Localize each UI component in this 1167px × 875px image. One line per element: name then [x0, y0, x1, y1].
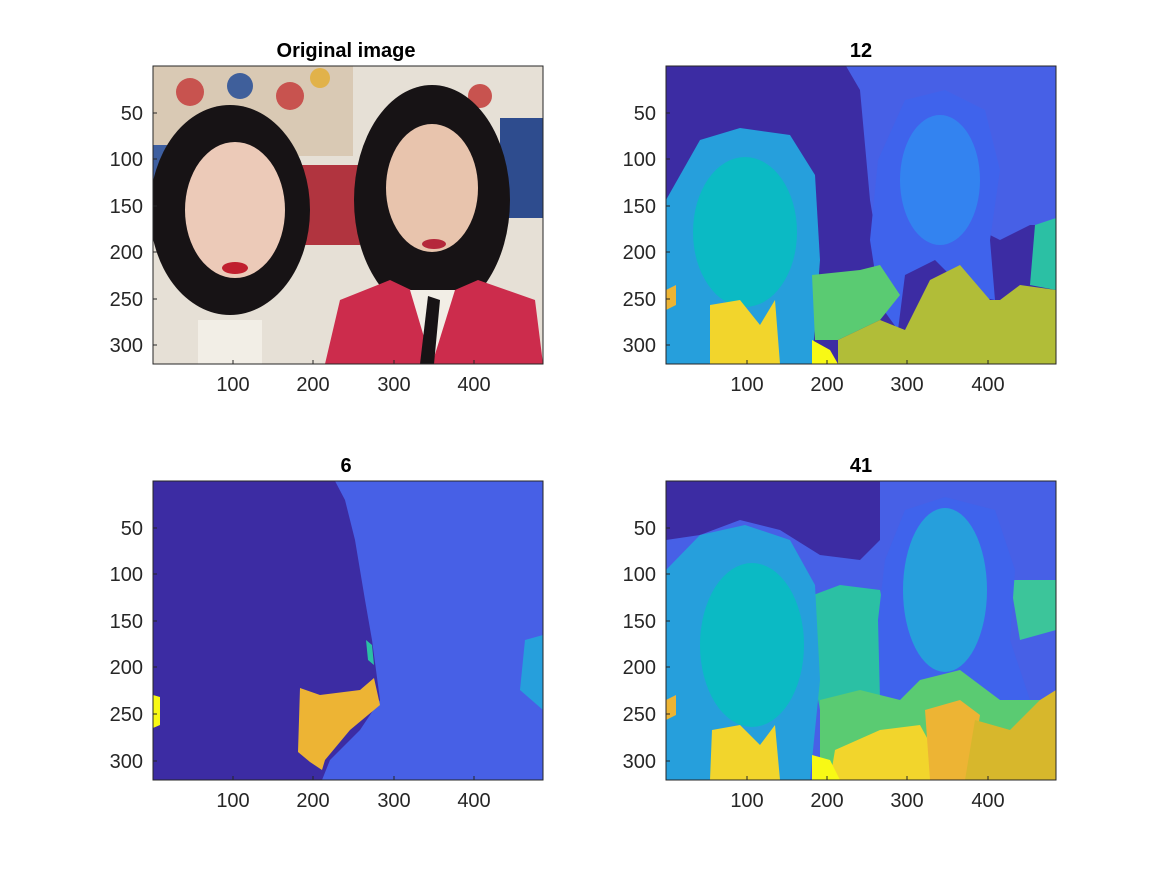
collar — [198, 320, 262, 364]
black-ribbon — [420, 296, 440, 364]
y-axis: 50 100 150 200 250 300 — [623, 518, 670, 773]
x-axis: 100 200 300 400 — [216, 360, 491, 396]
x-tick-label: 300 — [890, 790, 923, 812]
y-tick-label: 200 — [110, 657, 143, 679]
panel-title: 12 — [850, 40, 872, 62]
x-axis: 100 200 300 400 — [730, 360, 1005, 396]
x-tick-label: 200 — [296, 374, 329, 396]
axes-box — [152, 480, 544, 781]
x-tick-label: 200 — [296, 790, 329, 812]
y-tick-label: 200 — [110, 242, 143, 264]
y-tick-label: 50 — [121, 103, 143, 125]
flower-ornament — [176, 78, 204, 106]
y-tick-label: 250 — [110, 289, 143, 311]
segmentation-map — [666, 481, 1056, 780]
axes-box — [152, 65, 544, 365]
segmentation-map — [153, 481, 543, 780]
segment — [900, 115, 980, 245]
segment — [666, 285, 676, 310]
x-tick-label: 100 — [730, 790, 763, 812]
flower-ornament — [227, 73, 253, 99]
y-tick-label: 300 — [623, 335, 656, 357]
axes-box — [665, 480, 1057, 781]
flower-ornament — [310, 68, 330, 88]
y-tick-label: 300 — [623, 751, 656, 773]
segment — [812, 755, 840, 780]
segment — [693, 157, 797, 307]
segment — [666, 481, 880, 560]
x-tick-label: 400 — [971, 374, 1004, 396]
y-tick-label: 50 — [121, 518, 143, 540]
segment — [710, 725, 780, 780]
y-tick-label: 100 — [623, 564, 656, 586]
segment — [965, 690, 1056, 780]
y-tick-label: 50 — [634, 518, 656, 540]
face — [386, 124, 478, 252]
segmentation-map — [666, 66, 1056, 364]
segment — [903, 508, 987, 672]
lips — [222, 262, 248, 274]
y-axis: 50 100 150 200 250 300 — [110, 103, 157, 357]
x-tick-label: 100 — [216, 374, 249, 396]
original-photo — [153, 66, 543, 364]
x-tick-label: 400 — [457, 790, 490, 812]
y-tick-label: 150 — [623, 196, 656, 218]
x-axis: 100 200 300 400 — [216, 776, 491, 812]
x-tick-label: 400 — [457, 374, 490, 396]
headdress-fringe — [300, 165, 360, 245]
segment — [153, 695, 160, 728]
x-tick-label: 300 — [890, 374, 923, 396]
y-tick-label: 250 — [623, 704, 656, 726]
x-tick-label: 100 — [730, 374, 763, 396]
y-tick-label: 50 — [634, 103, 656, 125]
y-axis: 50 100 150 200 250 300 — [110, 518, 157, 773]
segment — [700, 563, 804, 727]
y-tick-label: 250 — [110, 704, 143, 726]
lips — [422, 239, 446, 249]
segment — [830, 725, 950, 780]
x-tick-label: 400 — [971, 790, 1004, 812]
panel-segmentation-6: 6 100 200 300 400 50 1 — [110, 455, 544, 812]
segment — [520, 635, 543, 710]
panel-original-image: Original image — [110, 40, 544, 396]
y-tick-label: 100 — [623, 149, 656, 171]
x-tick-label: 300 — [377, 790, 410, 812]
y-tick-label: 300 — [110, 335, 143, 357]
y-tick-label: 300 — [110, 751, 143, 773]
segment — [925, 700, 980, 780]
segment — [800, 585, 900, 720]
y-tick-label: 150 — [623, 611, 656, 633]
segment — [838, 265, 1056, 364]
segment — [1010, 580, 1056, 640]
axes-box — [665, 65, 1057, 365]
y-axis: 50 100 150 200 250 300 — [623, 103, 670, 357]
face — [185, 142, 285, 278]
segment — [812, 265, 900, 340]
x-tick-label: 200 — [810, 374, 843, 396]
flower-ornament — [468, 84, 492, 108]
segment — [812, 340, 838, 364]
segment — [298, 678, 380, 770]
panel-title: 6 — [340, 455, 351, 477]
flower-ornament — [276, 82, 304, 110]
panel-title: 41 — [850, 455, 872, 477]
y-tick-label: 150 — [110, 611, 143, 633]
y-tick-label: 150 — [110, 196, 143, 218]
y-tick-label: 200 — [623, 242, 656, 264]
segment — [366, 640, 374, 665]
panel-title: Original image — [277, 40, 416, 62]
panel-segmentation-41: 41 100 200 300 4 — [623, 455, 1057, 812]
x-tick-label: 200 — [810, 790, 843, 812]
x-tick-label: 300 — [377, 374, 410, 396]
x-tick-label: 100 — [216, 790, 249, 812]
segment — [1030, 218, 1056, 290]
y-tick-label: 100 — [110, 564, 143, 586]
y-tick-label: 200 — [623, 657, 656, 679]
segment — [710, 300, 780, 364]
y-tick-label: 250 — [623, 289, 656, 311]
y-tick-label: 100 — [110, 149, 143, 171]
panel-segmentation-12: 12 100 200 300 400 — [623, 40, 1057, 396]
x-axis: 100 200 300 400 — [730, 776, 1005, 812]
